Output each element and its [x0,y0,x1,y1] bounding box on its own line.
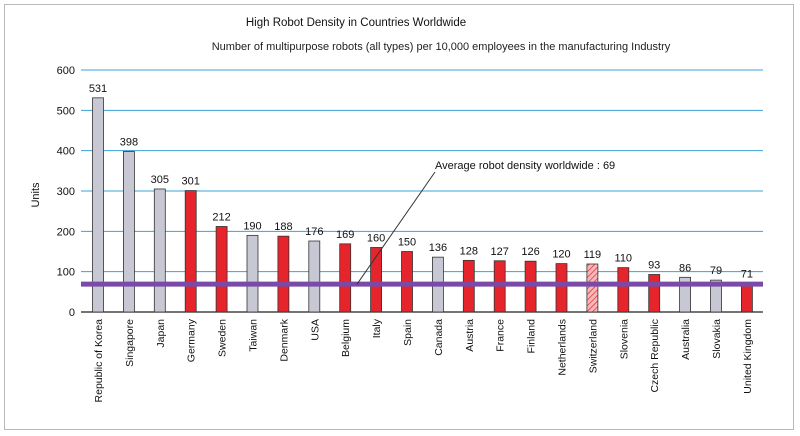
bar-taiwan [246,234,259,313]
bar-united-kingdom [741,282,753,313]
bar-republic-of-korea [92,97,104,313]
y-tick-label: 300 [57,186,75,198]
bar-singapore [123,151,135,313]
category-label: Denmark [278,318,290,361]
y-tick-label: 400 [57,146,75,158]
bar-belgium [339,243,352,313]
value-labels: 531 398 305 301 212 190 188 176 169 160 150 136 128 1… [89,83,753,281]
bar-sweden [215,226,228,313]
value-label: 160 [367,232,385,244]
value-label: 212 [212,211,230,223]
value-label: 128 [460,245,478,257]
category-label: Finland [526,319,538,354]
category-label: Sweden [217,319,229,357]
chart-frame: High Robot Density in Countries Worldwid… [4,4,794,430]
value-label: 398 [120,136,138,148]
value-label: 190 [243,220,261,232]
y-axis-label: Units [30,182,42,208]
y-tick-label: 0 [69,307,75,319]
bar-japan [153,188,166,313]
chart-subtitle: Number of multipurpose robots (all types… [212,41,671,53]
bar-netherlands [555,263,568,313]
category-label: Australia [680,319,692,360]
value-label: 119 [584,249,602,261]
category-label: Japan [155,319,167,348]
bar-italy [370,247,383,313]
category-label: Czech Republic [649,319,661,393]
value-label: 188 [274,221,292,233]
value-label: 176 [305,226,323,238]
bar-switzerland [586,263,599,313]
bar-slovakia [710,279,722,313]
value-label: 150 [398,237,416,249]
value-label: 126 [521,246,539,258]
y-tick-label: 600 [57,65,75,77]
average-label: Average robot density worldwide : 69 [435,160,615,172]
category-label: Slovenia [618,319,630,359]
category-label: Canada [433,319,445,356]
category-label: United Kingdom [742,319,754,394]
y-tick-label: 100 [57,267,75,279]
value-label: 93 [648,259,660,271]
chart-title: High Robot Density in Countries Worldwid… [246,17,466,29]
category-label: Switzerland [587,319,599,373]
category-label: Belgium [340,319,352,357]
bar-chart: High Robot Density in Countries Worldwid… [30,17,763,402]
category-label: Slovakia [711,319,723,359]
bar-czech-republic [648,274,661,313]
bar-germany [184,190,197,313]
bar-denmark [277,235,290,313]
value-label: 169 [336,229,354,241]
value-label: 127 [491,246,509,258]
category-label: Austria [464,319,476,352]
value-label: 79 [710,265,722,277]
y-tick-label: 500 [57,105,75,117]
value-label: 71 [741,268,753,280]
annotation-pointer [356,171,436,285]
bars [92,97,753,313]
value-label: 86 [679,262,691,274]
category-labels: Republic of Korea Singapore Japan Germany Sw… [93,318,754,402]
bar-slovenia [617,267,630,313]
category-label: Taiwan [248,319,260,352]
category-label: France [495,319,507,352]
bar-australia [679,276,691,313]
average-annotation: Average robot density worldwide : 69 [81,160,763,287]
value-label: 531 [89,83,107,95]
value-label: 110 [615,253,633,265]
value-label: 301 [182,176,200,188]
category-label: Italy [371,318,383,338]
value-label: 305 [151,174,169,186]
category-label: Spain [402,319,414,346]
bar-usa [308,240,321,313]
value-label: 120 [552,249,570,261]
category-label: Netherlands [557,319,569,376]
category-label: USA [309,319,321,341]
y-tick-label: 200 [57,226,75,238]
value-label: 136 [429,242,447,254]
category-label: Republic of Korea [93,319,105,403]
category-label: Singapore [124,319,136,367]
category-label: Germany [186,318,198,362]
